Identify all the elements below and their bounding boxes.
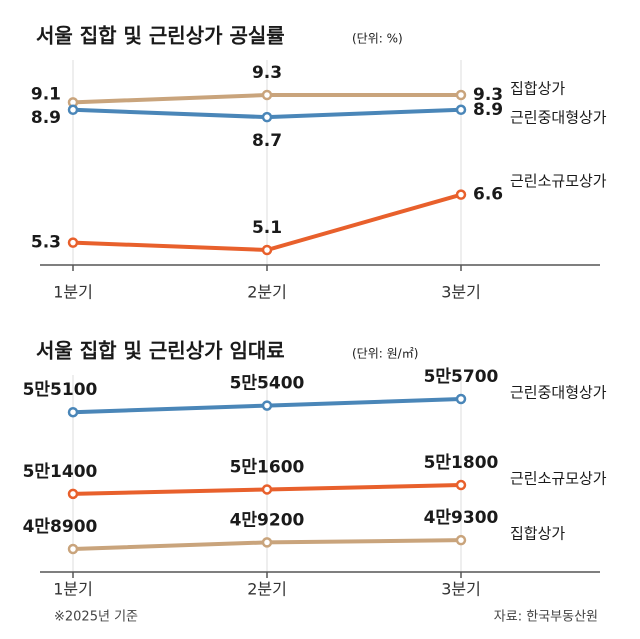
x-tick-label: 1분기 [53, 580, 93, 599]
point [261, 537, 273, 548]
point [261, 89, 273, 101]
legend-label: 근린중대형상가 [510, 384, 607, 402]
point [67, 406, 79, 418]
value-label: 8.9 [473, 100, 503, 120]
chart-subtitle: (단위: 원/㎡) [352, 347, 418, 361]
value-label: 4만9300 [424, 508, 499, 528]
value-label: 8.7 [252, 131, 282, 151]
source: 자료: 한국부동산원 [494, 610, 598, 625]
value-label: 8.9 [31, 108, 61, 128]
value-label: 5만1400 [23, 462, 98, 482]
value-label: 6.6 [473, 185, 503, 205]
legend-label: 근린소규모상가 [510, 470, 607, 488]
point [67, 488, 79, 500]
value-label: 5만5100 [23, 380, 98, 400]
value-label: 9.3 [252, 63, 282, 83]
point [455, 534, 467, 546]
chart-title: 서울 집합 및 근린상가 임대료 [36, 339, 285, 363]
legend-label: 집합상가 [510, 80, 565, 98]
point [261, 400, 273, 411]
value-label: 5만1800 [424, 453, 499, 473]
point [261, 484, 273, 495]
value-label: 5만1600 [230, 457, 305, 477]
value-label: 9.1 [31, 84, 61, 104]
legend-label: 근린소규모상가 [510, 172, 607, 190]
value-label: 5만5700 [424, 367, 499, 387]
value-label: 5.3 [31, 233, 61, 253]
value-label: 4만9200 [230, 510, 305, 530]
value-label: 5만5400 [230, 374, 305, 394]
chart-subtitle: (단위: %) [352, 32, 403, 46]
x-tick-label: 2분기 [247, 580, 287, 599]
point [67, 543, 79, 555]
point [455, 479, 467, 491]
point [455, 89, 467, 101]
point [455, 189, 467, 200]
value-label: 9.3 [473, 85, 503, 105]
x-tick-label: 1분기 [53, 283, 93, 302]
chart-title: 서울 집합 및 근린상가 공실률 [36, 24, 285, 48]
value-label: 4만8900 [23, 517, 98, 537]
legend-label: 근린중대형상가 [510, 108, 607, 126]
x-tick-label: 2분기 [247, 283, 287, 302]
point [261, 244, 273, 256]
x-tick-label: 3분기 [441, 283, 481, 302]
point [455, 393, 467, 405]
point [67, 104, 79, 116]
legend-label: 집합상가 [510, 525, 565, 543]
point [261, 111, 273, 123]
point [67, 237, 79, 248]
note: ※2025년 기준 [54, 610, 138, 625]
x-tick-label: 3분기 [441, 580, 481, 599]
value-label: 5.1 [252, 218, 282, 238]
point [455, 104, 467, 116]
